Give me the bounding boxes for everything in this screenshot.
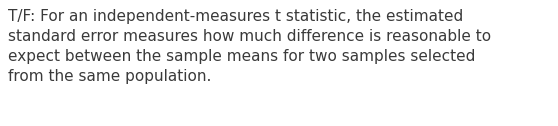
Text: T/F: For an independent-measures t statistic, the estimated
standard error measu: T/F: For an independent-measures t stati… [8,9,491,84]
